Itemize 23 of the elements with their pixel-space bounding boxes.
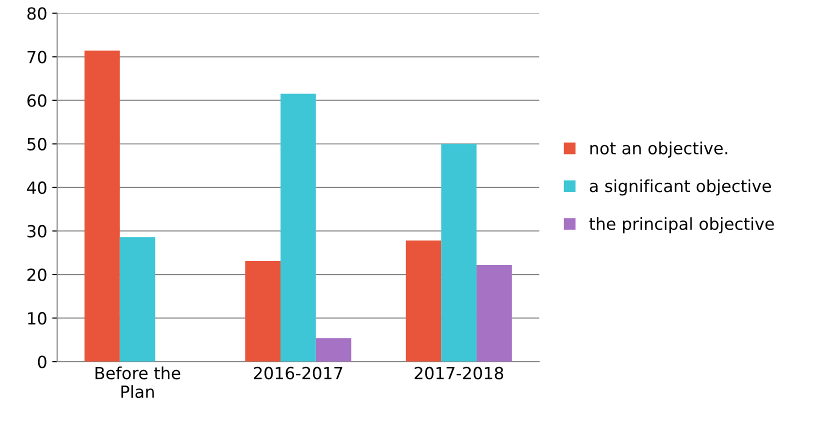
y-tick-label: 10 [28,312,46,325]
y-tick-label: 20 [27,268,46,282]
legend-label: the principal objective [589,217,774,234]
bar [280,94,316,362]
bar [316,338,352,362]
legend-label: not an objective. [590,142,728,158]
x-tick-label: 2017-2018 [414,366,504,380]
y-tick-label: 50 [28,138,46,150]
legend-label: a significant objective [590,179,771,196]
y-tick-label: 60 [27,94,46,107]
y-tick-label: 80 [27,7,46,20]
y-tick-label: 0 [38,356,46,368]
bar [120,237,156,362]
bar [406,240,442,362]
y-tick-label: 70 [28,50,46,64]
x-tick-label: 2016-2017 [254,366,342,380]
y-tick-label: 40 [27,181,46,194]
bar [245,261,281,362]
bar [441,144,477,362]
y-tick-label: 30 [28,224,46,238]
bar [476,264,512,362]
x-tick-label: Before the Plan [96,366,180,398]
bar [84,50,120,362]
